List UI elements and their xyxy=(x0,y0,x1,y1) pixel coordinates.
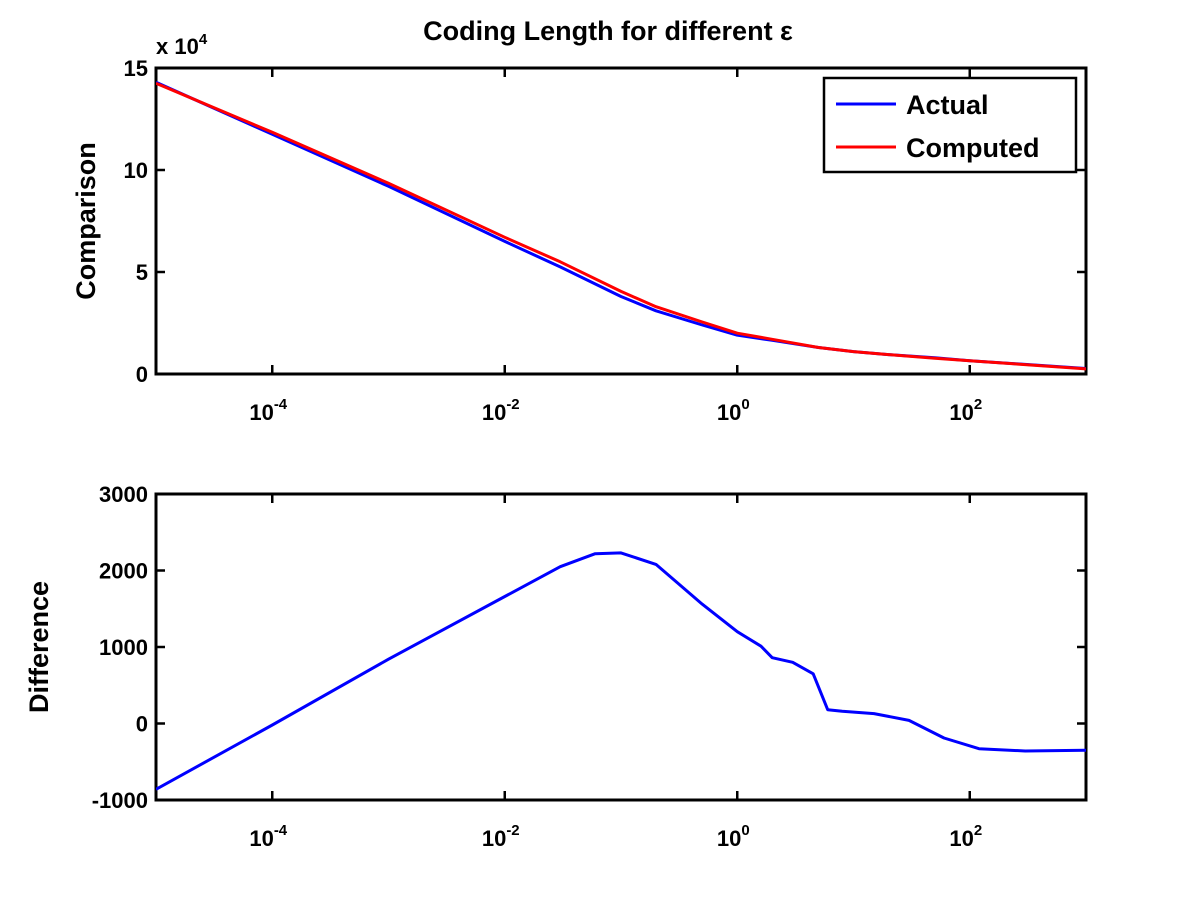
legend: Actual Computed xyxy=(822,76,1078,174)
y-tick-label: 5 xyxy=(136,260,148,285)
y-tick-label: 10 xyxy=(124,158,148,183)
y-tick-label: 0 xyxy=(136,362,148,387)
difference-panel: 10-4 10-2 100 102 -1000 0 1000 2000 3000 Differen… xyxy=(24,482,1088,851)
y-axis-label: Comparison xyxy=(71,142,101,300)
x-tick-label: 102 xyxy=(949,822,982,851)
y-tick-label: 2000 xyxy=(99,559,148,584)
x-tick-label: 100 xyxy=(717,396,750,425)
legend-label-computed: Computed xyxy=(906,133,1039,163)
y-exponent-label: x 104 xyxy=(156,31,208,59)
y-tick-label: 0 xyxy=(136,712,148,737)
series-line-difference-0 xyxy=(156,551,1086,791)
series-line-computed xyxy=(156,81,1086,371)
x-tick-label: 10-2 xyxy=(482,396,520,425)
y-tick-label: 15 xyxy=(124,56,148,81)
y-tick-label: 1000 xyxy=(99,635,148,660)
figure-title: Coding Length for different ε xyxy=(423,16,793,46)
axes-frame xyxy=(154,492,1088,802)
legend-label-actual: Actual xyxy=(906,90,989,120)
x-tick-label: 10-4 xyxy=(249,822,287,851)
y-tick-label: -1000 xyxy=(92,788,148,813)
x-tick-label: 10-4 xyxy=(249,396,287,425)
x-tick-label: 10-2 xyxy=(482,822,520,851)
legend-box xyxy=(822,76,1078,174)
y-tick-label: 3000 xyxy=(99,482,148,507)
y-axis-label: Difference xyxy=(24,581,54,713)
comparison-panel: 10-4 10-2 100 102 0 5 10 15 x 104 Comparison Actua… xyxy=(71,31,1088,425)
x-tick-label: 102 xyxy=(949,396,982,425)
x-tick-label: 100 xyxy=(717,822,750,851)
